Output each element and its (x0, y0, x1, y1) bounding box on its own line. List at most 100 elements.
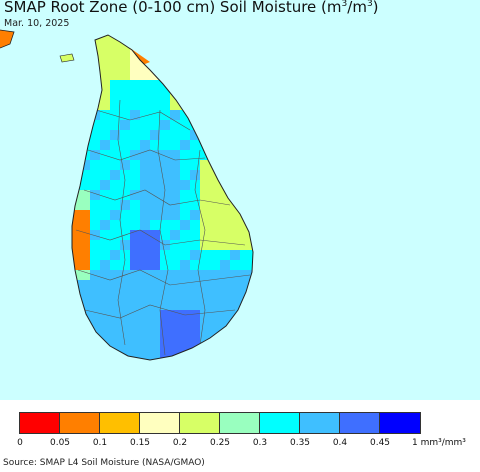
moisture-cell (100, 130, 110, 140)
moisture-cell (120, 70, 130, 80)
moisture-cell (130, 340, 140, 350)
moisture-cell (100, 35, 110, 40)
moisture-cell (100, 70, 110, 80)
moisture-cell (160, 300, 170, 310)
moisture-cell (160, 290, 170, 300)
moisture-cell (100, 230, 110, 240)
moisture-cell (72, 200, 80, 210)
moisture-cell (130, 270, 140, 280)
moisture-cell (140, 170, 150, 180)
moisture-cell (170, 190, 180, 200)
moisture-cell (120, 50, 130, 60)
moisture-cell (190, 190, 200, 200)
moisture-cell (160, 320, 170, 330)
legend-swatch (180, 413, 220, 433)
moisture-cell (110, 270, 120, 280)
legend-tick-label: 0.2 (172, 438, 188, 448)
moisture-cell (110, 170, 120, 180)
moisture-cell (90, 230, 100, 240)
moisture-cell (190, 280, 200, 290)
moisture-cell (210, 200, 220, 210)
moisture-cell (190, 220, 200, 230)
moisture-cell (190, 150, 200, 160)
moisture-cell (160, 330, 170, 340)
moisture-cell (120, 100, 130, 110)
moisture-cell (190, 290, 200, 300)
moisture-cell (130, 200, 140, 210)
moisture-cell (140, 140, 150, 150)
moisture-cell (72, 230, 80, 240)
moisture-cell (90, 190, 100, 200)
moisture-cell (180, 110, 190, 120)
moisture-cell (140, 130, 150, 140)
moisture-cell (100, 100, 110, 110)
moisture-cell (150, 160, 160, 170)
moisture-cell (100, 40, 110, 50)
moisture-cell (190, 340, 200, 350)
moisture-cell (100, 240, 110, 250)
moisture-cell (140, 150, 150, 160)
moisture-cell (210, 220, 220, 230)
moisture-cell (110, 300, 120, 310)
legend-swatch (100, 413, 140, 433)
moisture-cell (150, 300, 160, 310)
moisture-cell (120, 320, 130, 330)
moisture-cell (140, 230, 150, 240)
moisture-cell (230, 230, 240, 240)
moisture-cell (170, 180, 180, 190)
moisture-cell (100, 320, 110, 330)
moisture-cell (170, 140, 180, 150)
legend-tick-label: 0.1 (92, 438, 108, 448)
moisture-cell (160, 270, 170, 280)
moisture-cell (80, 160, 90, 170)
moisture-cell (210, 280, 220, 290)
moisture-cell (120, 90, 130, 100)
moisture-cell (140, 90, 150, 100)
moisture-cell (140, 330, 150, 340)
moisture-cell (140, 190, 150, 200)
moisture-cell (180, 250, 190, 260)
moisture-cell (120, 250, 130, 260)
moisture-cell (170, 240, 180, 250)
moisture-cell (120, 330, 130, 340)
moisture-cell (110, 240, 120, 250)
moisture-cell (130, 90, 140, 100)
moisture-cell (140, 120, 150, 130)
moisture-cell (110, 210, 120, 220)
legend-tick-label: 0.25 (209, 438, 231, 448)
moisture-cell (150, 230, 160, 240)
moisture-cell (210, 270, 220, 280)
map-area: SMAP Root Zone (0-100 cm) Soil Moisture … (0, 0, 480, 400)
moisture-cell (230, 260, 240, 270)
moisture-cell (200, 280, 210, 290)
moisture-cell (180, 300, 190, 310)
moisture-cell (140, 160, 150, 170)
moisture-cell (200, 320, 210, 330)
moisture-cell (220, 250, 230, 260)
moisture-cell (190, 320, 200, 330)
moisture-cell (110, 40, 120, 50)
moisture-cell (190, 250, 200, 260)
moisture-cell (130, 280, 140, 290)
moisture-cell (190, 160, 200, 170)
moisture-cell (180, 320, 190, 330)
moisture-cell (100, 260, 110, 270)
moisture-cell (130, 190, 140, 200)
moisture-cell (140, 250, 150, 260)
moisture-cell (110, 150, 120, 160)
moisture-cell (190, 240, 200, 250)
moisture-cell (90, 130, 100, 140)
moisture-cell (130, 260, 140, 270)
moisture-cell (140, 260, 150, 270)
moisture-cell (200, 190, 210, 200)
moisture-cell (200, 260, 210, 270)
moisture-cell (130, 250, 140, 260)
moisture-cell (110, 340, 120, 350)
moisture-cell (140, 210, 150, 220)
moisture-cell (90, 300, 100, 310)
moisture-cell (160, 310, 170, 320)
moisture-cell (160, 100, 170, 110)
moisture-cell (110, 290, 120, 300)
moisture-cell (210, 240, 220, 250)
moisture-cell (150, 190, 160, 200)
